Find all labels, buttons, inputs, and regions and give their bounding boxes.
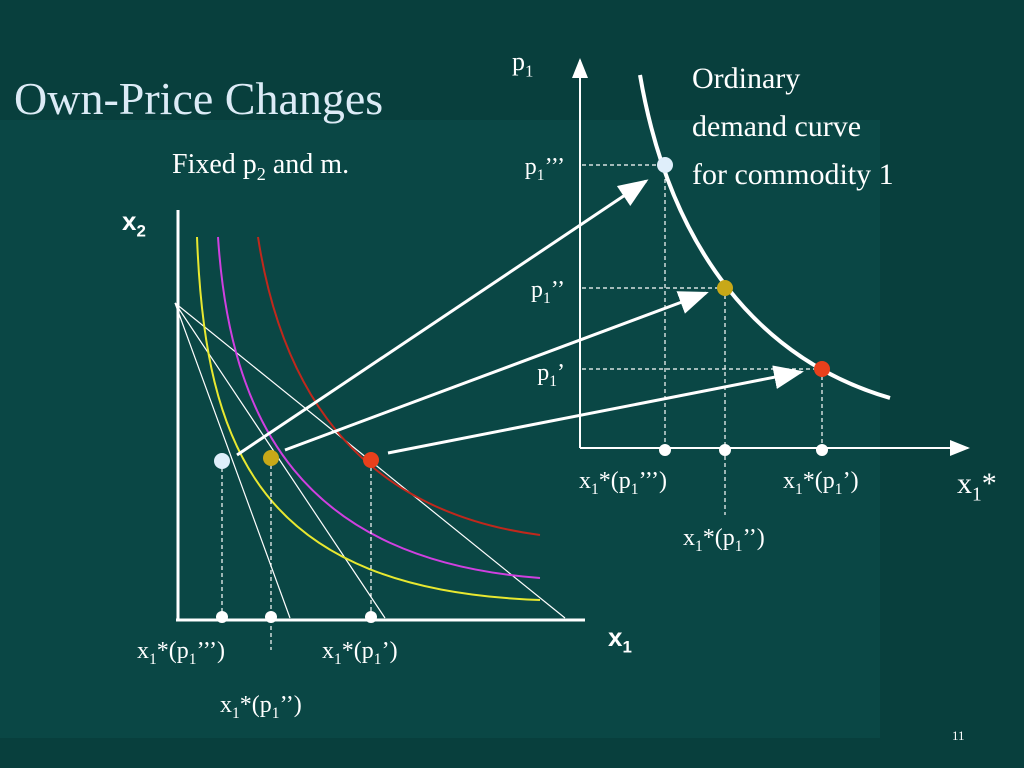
indifference-curve (196, 236, 541, 601)
axis-dot (719, 444, 731, 456)
subscript: 1 (695, 538, 703, 555)
axis-dot (216, 611, 228, 623)
text-part: ’’) (743, 525, 765, 551)
text-part: ’’’) (639, 468, 667, 494)
text-part: p (537, 360, 549, 386)
left-x-axis-label: x1 (608, 622, 632, 657)
text-part: p (525, 154, 537, 180)
subscript: 1 (735, 538, 743, 555)
optimum-point (214, 453, 230, 469)
subscript: 1 (622, 638, 631, 657)
left-diagram (174, 210, 585, 650)
left-tick-label: x1*(p1’’’) (137, 638, 225, 668)
quantity-label: x1*(p1’) (783, 468, 859, 498)
indifference-curve (217, 236, 541, 579)
bottom-band (0, 738, 1024, 768)
axis-dot (659, 444, 671, 456)
text-part: ’’’) (197, 638, 225, 664)
subscript: 1 (525, 62, 533, 81)
subscript: 1 (334, 651, 342, 668)
text-part: x (608, 622, 623, 652)
text-part: ’’ (551, 277, 565, 303)
subscript: 1 (149, 651, 157, 668)
text-part: x (122, 206, 137, 236)
subscript: 1 (972, 485, 982, 506)
subscript: 1 (835, 481, 843, 498)
text-part: p (512, 47, 525, 76)
left-tick-label: x1*(p1’’) (220, 692, 302, 722)
text-part: ’ (557, 360, 565, 386)
price-label: p1’’ (531, 277, 565, 307)
axis-dot (816, 444, 828, 456)
axis-dot (365, 611, 377, 623)
subscript: 1 (374, 651, 382, 668)
curve-label: Ordinary (692, 62, 800, 95)
slide-title: Own-Price Changes (14, 73, 383, 124)
curve-label: for commodity 1 (692, 158, 894, 191)
subscript: 1 (631, 481, 639, 498)
subscript: 1 (795, 481, 803, 498)
text-part: x (220, 692, 232, 718)
demand-point (657, 157, 673, 173)
arrow (284, 291, 709, 452)
subscript: 1 (272, 705, 280, 722)
left-y-axis-label: x2 (122, 206, 146, 241)
top-band (0, 0, 1024, 120)
side-band (880, 0, 1024, 768)
right-x-axis-label: x1* (957, 467, 997, 506)
subscript: 1 (537, 167, 545, 184)
text-part: *(p (803, 468, 835, 494)
subscript: 1 (232, 705, 240, 722)
text-part: x (783, 468, 795, 494)
text-part: x (957, 467, 972, 500)
demand-point (717, 280, 733, 296)
text-part: x (322, 638, 334, 664)
demand-point (814, 361, 830, 377)
text-part: and m. (266, 149, 349, 180)
price-label: p1’’’ (525, 154, 565, 184)
quantity-label: x1*(p1’’’) (579, 468, 667, 498)
subscript: 2 (136, 222, 145, 241)
text-part: *(p (342, 638, 374, 664)
subscript: 1 (543, 290, 551, 307)
text-part: ’’) (280, 692, 302, 718)
text-part: *(p (240, 692, 272, 718)
subscript: 1 (189, 651, 197, 668)
text-part: Fixed p (172, 149, 257, 180)
text-part: x (579, 468, 591, 494)
subscript: 1 (549, 373, 557, 390)
subscript: 2 (257, 164, 266, 184)
text-part: *(p (703, 525, 735, 551)
text-part: ’’’ (545, 154, 565, 180)
subscript: 1 (591, 481, 599, 498)
text-part: p (531, 277, 543, 303)
axis-dot (265, 611, 277, 623)
left-tick-label: x1*(p1’) (322, 638, 398, 668)
curve-label: demand curve (692, 110, 861, 143)
right-y-axis-label: p1 (512, 47, 533, 81)
optimum-point (363, 452, 379, 468)
budget-line (174, 302, 386, 619)
optimum-point (263, 450, 279, 466)
arrow (236, 179, 649, 457)
text-part: * (982, 467, 997, 500)
text-part: *(p (157, 638, 189, 664)
text-part: x (683, 525, 695, 551)
price-label: p1’ (537, 360, 565, 390)
text-part: ’) (843, 468, 859, 494)
text-part: x (137, 638, 149, 664)
text-part: *(p (599, 468, 631, 494)
subtitle: Fixed p2 and m. (172, 149, 349, 184)
arrow (387, 365, 804, 455)
quantity-label: x1*(p1’’) (683, 525, 765, 555)
text-part: ’) (382, 638, 398, 664)
right-diagram (572, 58, 970, 515)
page-number: 11 (952, 728, 965, 743)
